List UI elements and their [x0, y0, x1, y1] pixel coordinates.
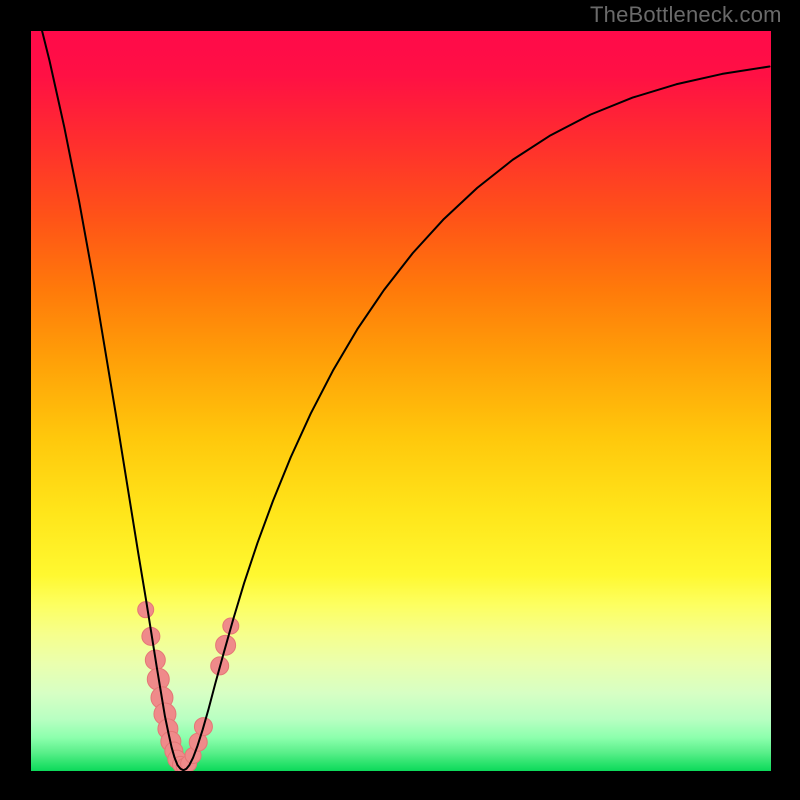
chart-frame: TheBottleneck.com [0, 0, 800, 800]
plot-svg [31, 31, 771, 771]
plot-background [31, 31, 771, 771]
plot-area [31, 31, 771, 771]
watermark-text: TheBottleneck.com [590, 2, 782, 28]
